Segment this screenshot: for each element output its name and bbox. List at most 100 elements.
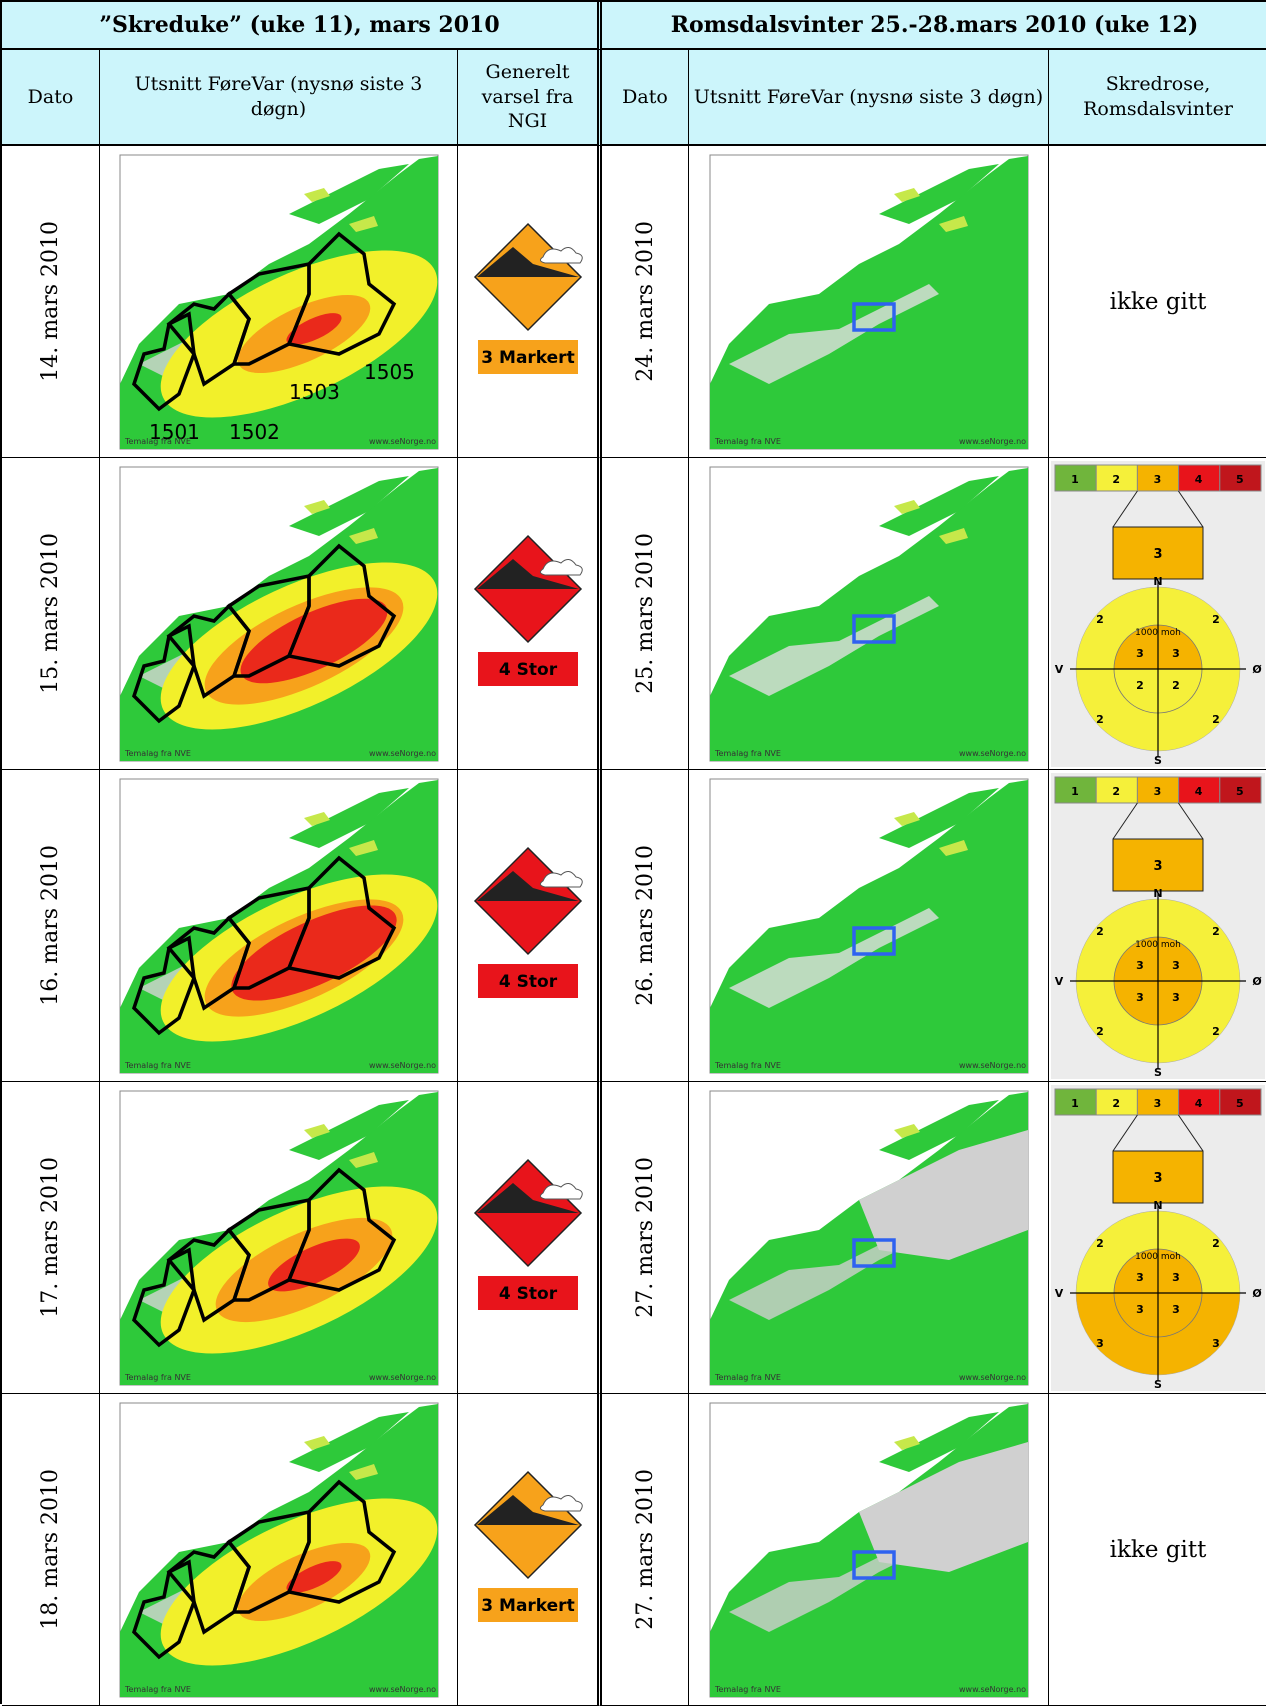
outer-value: 2: [1212, 1025, 1220, 1038]
level-box: [1112, 838, 1204, 891]
ngi-cell: 4 Stor: [458, 770, 602, 1082]
inner-value: 3: [1172, 1303, 1180, 1316]
date: 15. mars 2010: [38, 533, 63, 694]
date: 18. mars 2010: [38, 1469, 63, 1630]
icon-cloud: [539, 1182, 583, 1199]
column-header: Skredrose, Romsdalsvinter: [1049, 50, 1266, 146]
date-cell: 25. mars 2010: [602, 458, 689, 770]
level-label: 3: [1153, 1171, 1162, 1186]
date-cell: 17. mars 2010: [2, 1082, 100, 1394]
land: [288, 1411, 409, 1472]
region-outline: [286, 855, 396, 980]
date-cell: 15. mars 2010: [2, 458, 100, 770]
map-cell: 1501 1502 1503 1505 Temalag fra NVE www.seNor…: [100, 146, 458, 458]
outer-value: 2: [1212, 1237, 1220, 1250]
rose-cell: 1 2 3 4 5 3 1000 moh 2 2 2 2 3 3 2 2 N V Ø S: [1049, 458, 1266, 770]
height-label: 1000 moh: [1135, 1252, 1181, 1262]
map-credit: Temalag fra NVE: [714, 437, 781, 446]
region-outline: [286, 543, 396, 668]
inner-value: 3: [1136, 647, 1144, 660]
date: 24. mars 2010: [632, 221, 658, 382]
scale-label: 5: [1236, 473, 1244, 486]
compass-label: N: [1153, 575, 1162, 588]
danger-box: [477, 1587, 578, 1622]
inner-value: 3: [1136, 1303, 1144, 1316]
map-credit: www.seNorge.no: [959, 749, 1026, 758]
outer-value: 2: [1212, 613, 1220, 626]
fjords: [728, 907, 939, 1008]
danger-label: 4 Stor: [498, 972, 557, 992]
level-pointer: [1112, 1114, 1204, 1151]
inner-sector: [1157, 1292, 1203, 1337]
ngi-cell: 4 Stor: [458, 1082, 602, 1394]
map: 1501 1502 1503 1505 Temalag fra NVE www.seNor…: [119, 154, 438, 449]
danger-box: [477, 1275, 578, 1310]
date-cell: 24. mars 2010: [602, 146, 689, 458]
date: 17. mars 2010: [38, 1157, 63, 1318]
ngi-cell: 3 Markert: [458, 1394, 602, 1706]
map-credit: www.seNorge.no: [369, 437, 436, 446]
danger-label: 3 Markert: [481, 348, 574, 368]
rose-cross: [1070, 1204, 1246, 1381]
compass-label: N: [1153, 1199, 1162, 1212]
scale-label: 5: [1236, 1097, 1244, 1110]
map-credit: Temalag fra NVE: [714, 1373, 781, 1382]
scale-cell: [1219, 1088, 1262, 1115]
icon-cloud: [539, 246, 583, 263]
region-label: 1505: [364, 360, 415, 384]
outer-value: 3: [1096, 1337, 1104, 1350]
land: [288, 1099, 409, 1160]
rose-cross: [1070, 580, 1246, 757]
ngi-cell: 3 Markert: [458, 146, 602, 458]
map-cell: Temalag fra NVE www.seNorge.no: [689, 146, 1049, 458]
inner-sector: [1113, 668, 1159, 713]
region-outline: [286, 231, 396, 356]
map-cell: Temalag fra NVE www.seNorge.no: [100, 458, 458, 770]
column-header: Utsnitt FøreVar (nysnø siste 3 døgn): [100, 50, 458, 146]
inner-sector: [1113, 936, 1159, 981]
inner-sector: [1157, 668, 1203, 713]
islands: [893, 499, 968, 544]
area-box: [851, 613, 896, 644]
icon-mountain: [476, 1182, 579, 1213]
icon-mountain: [476, 870, 579, 901]
scale-label: 2: [1112, 785, 1120, 798]
inner-value: 3: [1172, 1271, 1180, 1284]
map: Temalag fra NVE www.seNorge.no: [119, 1090, 438, 1385]
scale-label: 5: [1236, 785, 1244, 798]
date-cell: 27. mars 2010: [602, 1394, 689, 1706]
map: Temalag fra NVE www.seNorge.no: [119, 1402, 438, 1697]
scale-cell: [1178, 464, 1221, 491]
inner-sector: [1157, 980, 1203, 1025]
islands: [303, 1435, 378, 1480]
inner-value: 3: [1136, 959, 1144, 972]
map-credit: www.seNorge.no: [959, 1373, 1026, 1382]
islands: [303, 811, 378, 856]
level-label: 3: [1153, 547, 1162, 562]
map-credit: www.seNorge.no: [369, 1373, 436, 1382]
outer-value: 2: [1212, 925, 1220, 938]
icon-mountain: [476, 558, 579, 589]
land: [288, 163, 409, 224]
compass-label: Ø: [1252, 975, 1262, 988]
region-outline: [131, 934, 196, 1035]
outer-value: 2: [1096, 613, 1104, 626]
compass-label: S: [1154, 754, 1162, 767]
scale-label: 4: [1195, 1097, 1203, 1110]
inner-value: 3: [1172, 647, 1180, 660]
inner-value: 3: [1136, 991, 1144, 1004]
danger-box: [477, 963, 578, 998]
compass-label: S: [1154, 1066, 1162, 1079]
date-cell: 14. mars 2010: [2, 146, 100, 458]
inner-sector: [1113, 624, 1159, 669]
map-credit: www.seNorge.no: [369, 749, 436, 758]
level-pointer: [1112, 490, 1204, 527]
scale-label: 1: [1071, 473, 1079, 486]
compass-label: V: [1055, 663, 1064, 676]
scale-cell: [1054, 776, 1097, 803]
ngi-icon: 4 Stor: [473, 534, 583, 686]
map: Temalag fra NVE www.seNorge.no: [709, 778, 1028, 1073]
islands: [893, 187, 968, 232]
